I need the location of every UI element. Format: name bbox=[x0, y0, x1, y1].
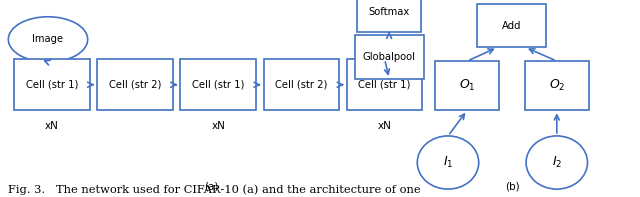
Text: (b): (b) bbox=[505, 181, 519, 191]
Ellipse shape bbox=[526, 136, 588, 189]
Text: xN: xN bbox=[45, 121, 59, 131]
Bar bbox=[264, 59, 339, 110]
Text: $O_1$: $O_1$ bbox=[459, 78, 476, 93]
Text: $I_2$: $I_2$ bbox=[552, 155, 562, 170]
Text: $I_1$: $I_1$ bbox=[443, 155, 453, 170]
Bar bbox=[180, 59, 256, 110]
Bar bbox=[477, 4, 546, 47]
Text: Cell (str 2): Cell (str 2) bbox=[109, 80, 161, 90]
Text: Image: Image bbox=[33, 34, 63, 44]
Text: xN: xN bbox=[378, 121, 392, 131]
Text: (a): (a) bbox=[204, 181, 218, 191]
Text: $O_2$: $O_2$ bbox=[548, 78, 565, 93]
Bar bbox=[97, 59, 173, 110]
Text: Cell (str 1): Cell (str 1) bbox=[358, 80, 411, 90]
Text: Softmax: Softmax bbox=[369, 7, 410, 17]
Bar bbox=[347, 59, 422, 110]
Bar bbox=[14, 59, 90, 110]
Bar bbox=[355, 35, 424, 79]
Ellipse shape bbox=[8, 17, 88, 62]
Bar bbox=[525, 61, 589, 110]
Bar bbox=[435, 61, 499, 110]
Text: Globalpool: Globalpool bbox=[363, 52, 415, 62]
Text: Fig. 3.   The network used for CIFAR-10 (a) and the architecture of one: Fig. 3. The network used for CIFAR-10 (a… bbox=[8, 184, 420, 195]
Text: Cell (str 1): Cell (str 1) bbox=[26, 80, 78, 90]
Text: Add: Add bbox=[502, 21, 521, 31]
Text: xN: xN bbox=[211, 121, 225, 131]
Text: Cell (str 2): Cell (str 2) bbox=[275, 80, 328, 90]
Bar bbox=[357, 0, 421, 32]
Text: Cell (str 1): Cell (str 1) bbox=[192, 80, 244, 90]
Ellipse shape bbox=[417, 136, 479, 189]
